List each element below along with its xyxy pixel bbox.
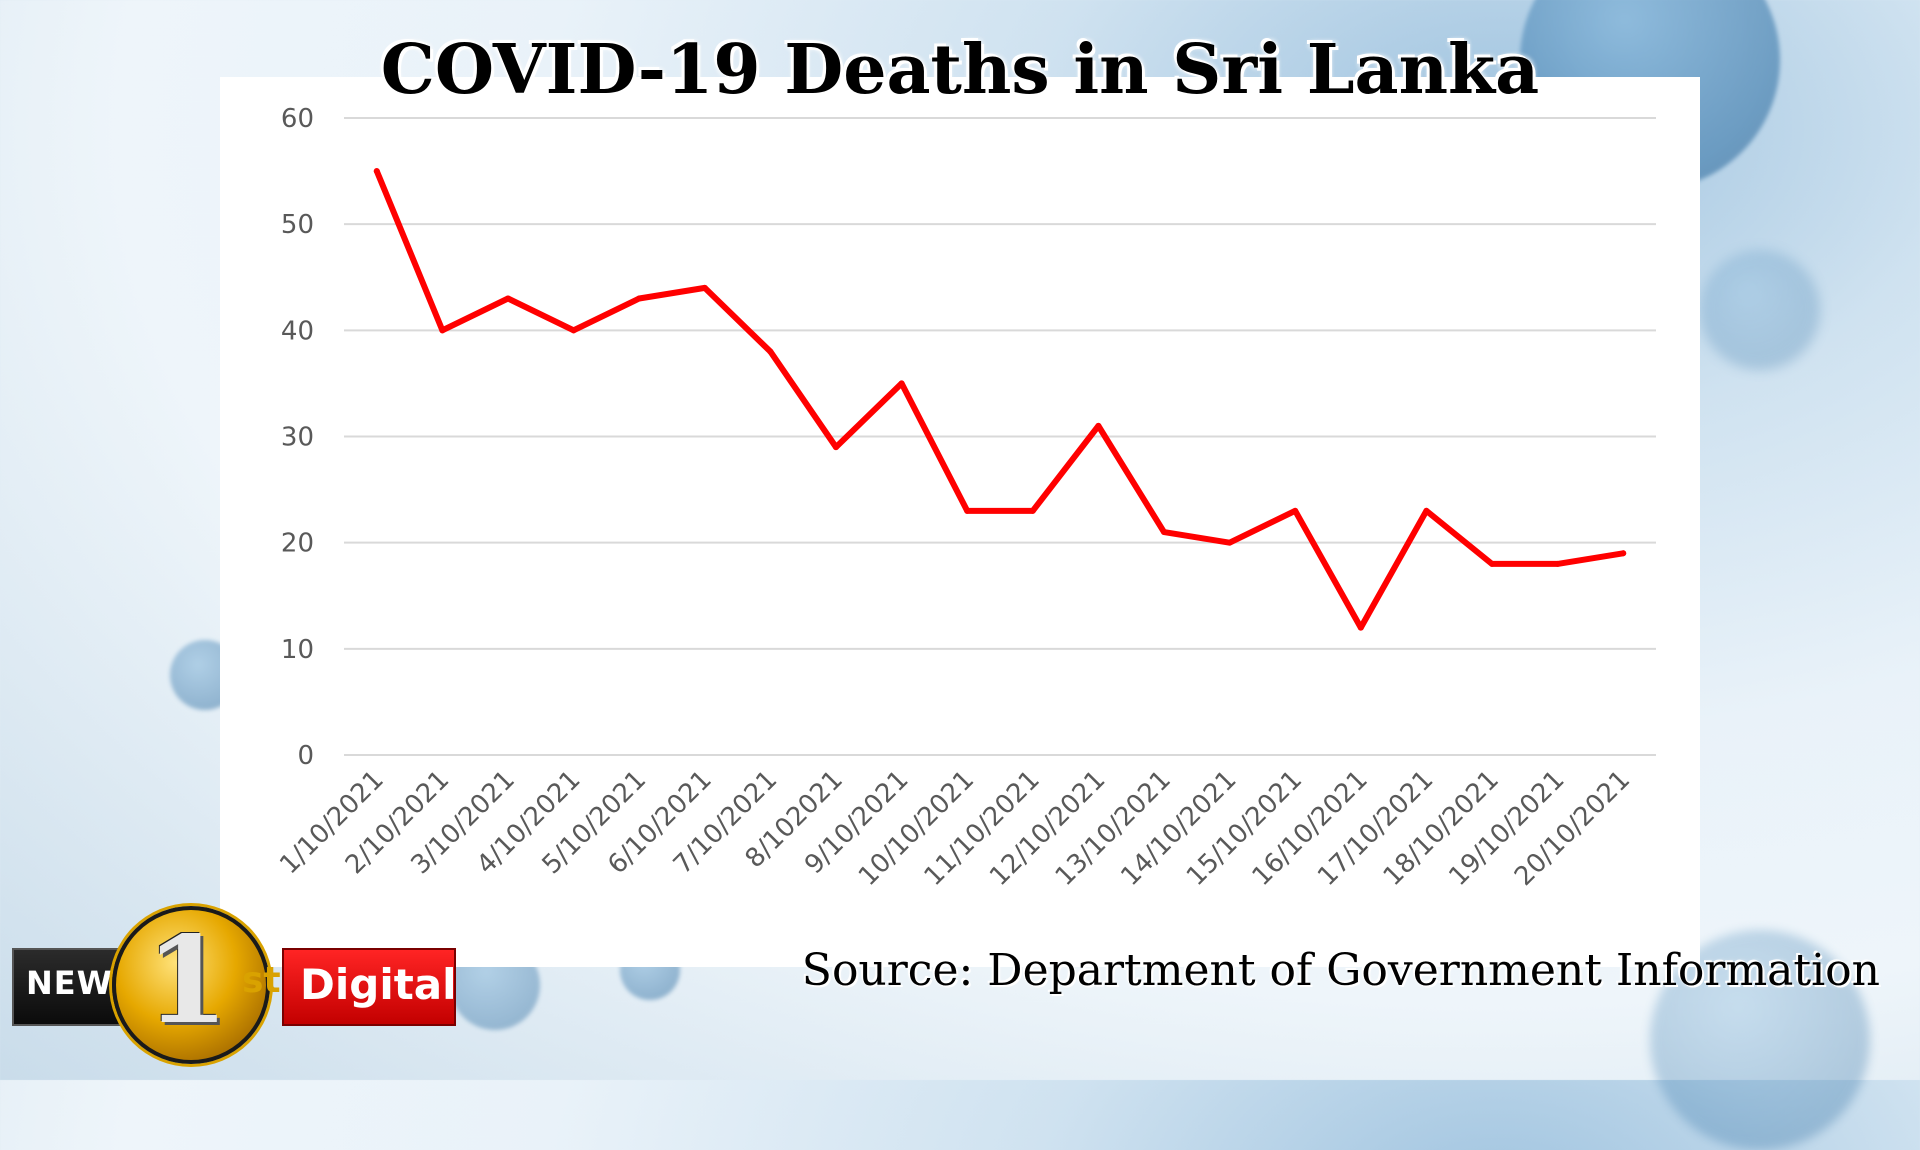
y-tick-label: 40 xyxy=(281,316,314,346)
data-point xyxy=(1357,624,1364,631)
data-point xyxy=(833,444,839,451)
logo-st-text: st xyxy=(242,960,281,1001)
chart-title: COVID-19 Deaths in Sri Lanka xyxy=(380,30,1540,110)
series-line xyxy=(373,168,1627,631)
data-point xyxy=(767,348,774,355)
y-tick-label: 0 xyxy=(297,741,314,771)
y-tick-label: 30 xyxy=(281,423,314,453)
logo-digital-text: Digital xyxy=(300,960,457,1009)
data-point xyxy=(1029,507,1036,514)
data-point xyxy=(570,327,577,334)
data-point xyxy=(964,507,971,514)
data-point xyxy=(1423,507,1430,514)
data-point xyxy=(701,284,708,291)
y-tick-label: 60 xyxy=(281,104,314,134)
data-point xyxy=(1095,422,1102,429)
data-point xyxy=(1161,529,1167,536)
y-tick-label: 50 xyxy=(281,210,314,240)
data-point xyxy=(505,295,511,302)
data-point xyxy=(636,295,643,302)
data-point xyxy=(1292,507,1299,514)
line-chart: 01020304050601/10/20212/10/20213/10/2021… xyxy=(274,104,1656,892)
data-point xyxy=(1226,539,1233,546)
logo-number: 1 xyxy=(145,910,229,1051)
y-tick-label: 10 xyxy=(281,635,314,665)
data-point xyxy=(1620,550,1627,557)
y-tick-label: 20 xyxy=(281,529,314,559)
news1st-digital-logo: NEWS Digital 1 st xyxy=(12,906,457,1064)
logo-emblem xyxy=(112,906,270,1064)
data-point xyxy=(1554,560,1561,567)
data-point xyxy=(439,327,446,334)
chart-panel: 0 10 20 30 40 50 60 1/10/2021 2/10/2021 3/10/2021… xyxy=(220,77,1700,967)
source-caption: Source: Department of Government Informa… xyxy=(801,945,1880,996)
logo-right-bar xyxy=(282,948,456,1026)
data-point xyxy=(898,380,905,387)
virus-decoration xyxy=(1700,250,1820,370)
data-point xyxy=(373,168,380,175)
data-point xyxy=(1489,560,1495,567)
